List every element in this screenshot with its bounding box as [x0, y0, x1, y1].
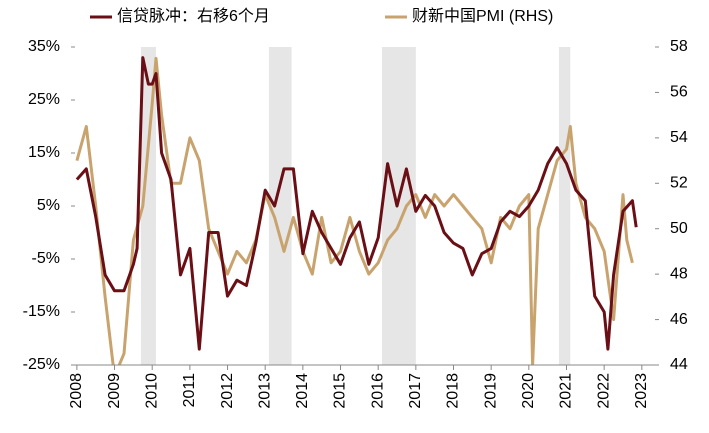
- y-tick-label: -15%: [23, 303, 60, 320]
- y-tick-label: 5%: [37, 197, 60, 214]
- x-tick-label: 2018: [445, 373, 462, 409]
- series-line: [75, 56, 638, 351]
- x-tick-label: 2009: [106, 373, 123, 409]
- x-tick-label: 2017: [407, 373, 424, 409]
- y-tick-label: -5%: [32, 250, 60, 267]
- y2-tick-label: 48: [670, 265, 688, 282]
- x-tick-label: 2013: [256, 373, 273, 409]
- plot-lines: [75, 56, 638, 365]
- x-tick-label: 2012: [219, 373, 236, 409]
- x-tick-label: 2016: [369, 373, 386, 409]
- x-tick-label: 2010: [143, 373, 160, 409]
- legend-label: 信贷脉冲：右移6个月: [117, 7, 270, 25]
- y2-tick-label: 52: [670, 175, 688, 192]
- shaded-period: [558, 47, 571, 365]
- y-tick-label: 15%: [28, 144, 60, 161]
- shaded-period: [268, 47, 292, 365]
- y2-tick-label: 44: [670, 356, 688, 373]
- x-tick-label: 2014: [294, 373, 311, 409]
- y-tick-label: 35%: [28, 38, 60, 55]
- y2-tick-label: 56: [670, 84, 688, 101]
- y-tick-label: -25%: [23, 356, 60, 373]
- legend: 信贷脉冲：右移6个月 财新中国PMI (RHS): [90, 7, 553, 25]
- x-tick-label: 2023: [633, 373, 650, 409]
- shaded-period: [140, 47, 156, 365]
- y-tick-label: 25%: [28, 91, 60, 108]
- axes: 2008 2009 2010 2011 2012 2013 2014 2015 2016 2017…: [23, 38, 688, 408]
- shaded-period: [381, 47, 416, 365]
- x-tick-label: 2011: [181, 373, 198, 408]
- x-tick-label: 2020: [520, 373, 537, 409]
- y2-tick-label: 50: [670, 220, 688, 237]
- series-line: [75, 56, 634, 365]
- x-tick-label: 2008: [68, 373, 85, 409]
- y2-tick-label: 58: [670, 38, 688, 55]
- shaded-periods: [140, 47, 571, 365]
- x-tick-label: 2019: [482, 373, 499, 409]
- y2-tick-label: 54: [670, 129, 688, 146]
- x-tick-label: 2015: [332, 373, 349, 409]
- x-tick-label: 2022: [595, 373, 612, 409]
- x-tick-label: 2021: [558, 373, 575, 409]
- y2-tick-label: 46: [670, 311, 688, 328]
- legend-label: 财新中国PMI (RHS): [412, 7, 553, 25]
